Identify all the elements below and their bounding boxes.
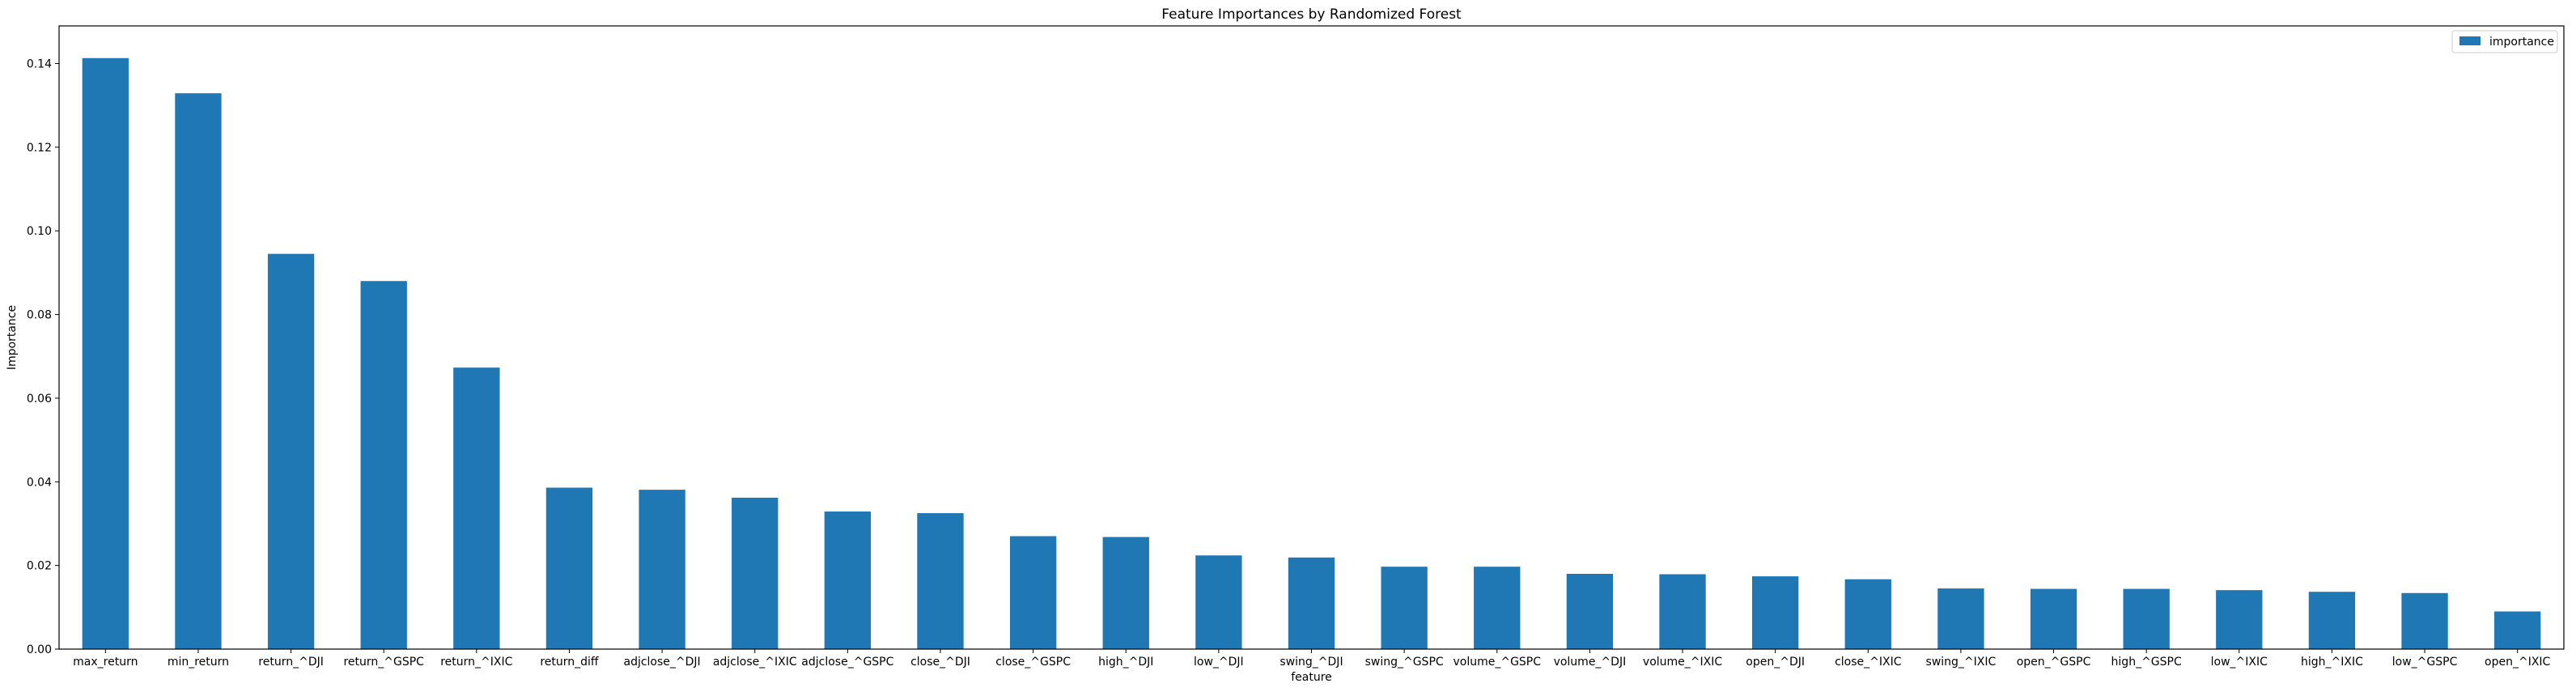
x-tick-label: adjclose_^IXIC bbox=[713, 656, 797, 669]
bar-open_^DJI bbox=[1751, 576, 1799, 649]
y-tick-label: 0.06 bbox=[27, 393, 52, 405]
x-tick-label: low_^GSPC bbox=[2392, 656, 2458, 669]
bar-volume_^GSPC bbox=[1474, 567, 1521, 649]
x-tick-label: max_return bbox=[73, 656, 138, 669]
bar-low_^IXIC bbox=[2216, 590, 2263, 649]
y-tick-label: 0.00 bbox=[27, 643, 52, 656]
x-tick-label: adjclose_^GSPC bbox=[801, 656, 893, 669]
bar-swing_^IXIC bbox=[1937, 588, 1984, 649]
bar-swing_^DJI bbox=[1288, 557, 1335, 649]
x-tick-label: low_^IXIC bbox=[2211, 656, 2268, 669]
bar-high_^GSPC bbox=[2123, 588, 2170, 649]
plot-area-frame bbox=[58, 25, 2565, 650]
x-tick-label: adjclose_^DJI bbox=[623, 656, 700, 669]
bar-low_^GSPC bbox=[2401, 592, 2448, 649]
x-tick-label: swing_^DJI bbox=[1280, 656, 1343, 669]
y-tick-label: 0.08 bbox=[27, 309, 52, 322]
x-tick-label: high_^GSPC bbox=[2111, 656, 2182, 669]
x-axis-ticks: max_return min_return return_^DJI return_^G… bbox=[73, 649, 2551, 669]
y-axis-ticks: 0.00 0.02 0.04 0.06 0.08 0.10 0.12 0.14 bbox=[27, 58, 59, 656]
legend-swatch bbox=[2459, 36, 2481, 45]
x-tick-label: volume_^DJI bbox=[1554, 656, 1627, 669]
x-tick-label: min_return bbox=[168, 656, 229, 669]
bar-close_^DJI bbox=[917, 513, 964, 649]
bar-min_return bbox=[175, 93, 222, 649]
x-axis-label: feature bbox=[1291, 671, 1332, 684]
bar-volume_^DJI bbox=[1566, 573, 1614, 649]
x-tick-label: open_^GSPC bbox=[2017, 656, 2091, 669]
x-tick-label: close_^IXIC bbox=[1835, 656, 1902, 669]
bar-return_^DJI bbox=[267, 253, 315, 649]
x-tick-label: high_^IXIC bbox=[2301, 656, 2363, 669]
bar-high_^DJI bbox=[1102, 537, 1149, 649]
x-tick-label: close_^GSPC bbox=[995, 656, 1071, 669]
bar-open_^IXIC bbox=[2494, 611, 2541, 649]
chart-title: Feature Importances by Randomized Forest bbox=[1161, 6, 1462, 23]
x-tick-label: high_^DJI bbox=[1098, 656, 1153, 669]
x-tick-label: return_diff bbox=[540, 656, 599, 669]
x-tick-label: swing_^IXIC bbox=[1926, 656, 1997, 669]
y-tick-label: 0.04 bbox=[27, 476, 52, 489]
legend-entry-label: importance bbox=[2489, 36, 2554, 49]
x-tick-label: return_^DJI bbox=[258, 656, 324, 669]
bar-max_return bbox=[82, 57, 129, 650]
y-tick-label: 0.14 bbox=[27, 58, 52, 71]
bar-return_^GSPC bbox=[360, 281, 407, 649]
x-tick-label: swing_^GSPC bbox=[1365, 656, 1444, 669]
x-tick-label: volume_^IXIC bbox=[1643, 656, 1722, 669]
legend: importance bbox=[2451, 30, 2558, 53]
x-tick-label: return_^GSPC bbox=[343, 656, 424, 669]
bars-group bbox=[82, 57, 2541, 650]
bar-adjclose_^DJI bbox=[639, 490, 685, 649]
y-axis-label: Importance bbox=[6, 305, 19, 370]
bar-high_^IXIC bbox=[2308, 592, 2356, 649]
x-tick-label: close_^DJI bbox=[910, 656, 970, 669]
bar-return_diff bbox=[545, 487, 593, 649]
x-tick-label: low_^DJI bbox=[1194, 656, 1244, 669]
bar-swing_^GSPC bbox=[1381, 567, 1428, 649]
bar-open_^GSPC bbox=[2030, 588, 2077, 649]
y-tick-label: 0.02 bbox=[27, 560, 52, 573]
x-tick-label: open_^IXIC bbox=[2485, 656, 2551, 669]
x-tick-label: volume_^GSPC bbox=[1453, 656, 1541, 669]
bar-close_^GSPC bbox=[1009, 536, 1057, 649]
x-tick-label: return_^IXIC bbox=[440, 656, 512, 669]
bar-adjclose_^IXIC bbox=[732, 497, 779, 649]
y-tick-label: 0.12 bbox=[27, 142, 52, 155]
bar-return_^IXIC bbox=[453, 367, 500, 649]
bar-volume_^IXIC bbox=[1659, 574, 1706, 649]
bar-low_^DJI bbox=[1195, 555, 1242, 649]
legend-box bbox=[2451, 30, 2558, 53]
x-tick-label: open_^DJI bbox=[1746, 656, 1805, 669]
bar-adjclose_^GSPC bbox=[824, 511, 872, 649]
bar-close_^IXIC bbox=[1844, 579, 1891, 649]
y-tick-label: 0.10 bbox=[27, 225, 52, 238]
